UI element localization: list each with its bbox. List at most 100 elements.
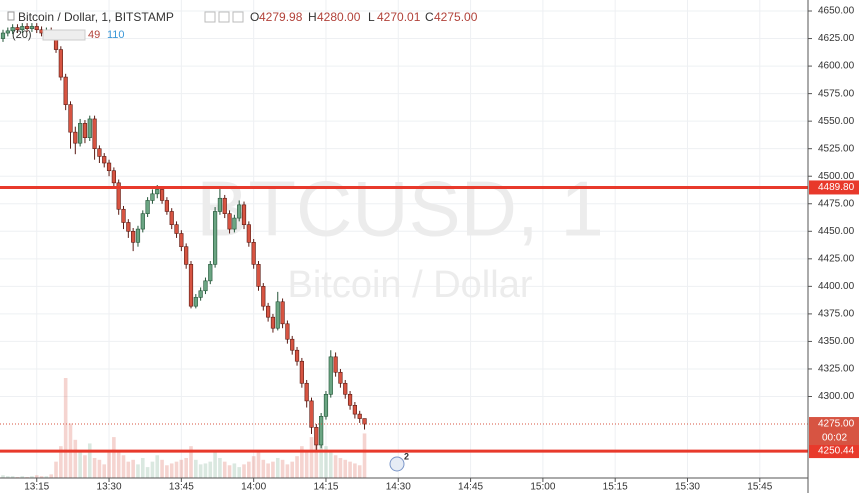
y-tick-label: 4525.00 <box>818 143 855 154</box>
x-tick-label: 13:15 <box>24 482 49 493</box>
y-tick-label: 4425.00 <box>818 253 855 264</box>
level-tag <box>809 444 859 459</box>
candle-body <box>217 197 223 212</box>
candle-body <box>164 200 169 212</box>
volume-bar <box>275 458 280 478</box>
y-tick-label: 4375.00 <box>818 309 855 320</box>
candle-body <box>294 349 300 362</box>
time-axis-bg <box>0 478 860 493</box>
y-tick-label: 4450.00 <box>818 226 855 237</box>
volume-bar <box>333 455 338 478</box>
volume-bar <box>353 463 357 478</box>
y-tick-label: 4300.00 <box>818 391 855 402</box>
volume-bar <box>328 450 333 478</box>
x-tick-label: 14:00 <box>241 482 266 493</box>
candle-body <box>169 211 174 225</box>
y-tick-label: 4400.00 <box>818 281 855 292</box>
candle-body <box>34 26 39 31</box>
level-tag <box>809 180 859 195</box>
volume-bar <box>218 458 222 478</box>
volume-bar <box>285 464 290 478</box>
volume-value: 49 <box>88 29 100 41</box>
volume-bar <box>295 456 299 478</box>
candle-body <box>174 224 179 234</box>
y-tick-label: 4475.00 <box>818 198 855 209</box>
ohlc-value: 4275.00 <box>434 10 478 24</box>
volume-bar <box>44 476 49 478</box>
x-tick-label: 13:45 <box>169 482 194 493</box>
candle-body <box>227 213 232 230</box>
level-layer <box>0 185 808 453</box>
candle-body <box>121 208 126 223</box>
x-tick-label: 15:15 <box>603 482 628 493</box>
candle-body <box>150 193 155 201</box>
candle-body <box>29 26 35 29</box>
events-icon[interactable] <box>389 456 405 472</box>
last-price-tag <box>809 417 859 446</box>
volume-bar <box>73 439 78 478</box>
candle-body <box>237 204 242 219</box>
volume-bar <box>131 459 135 478</box>
indicator-controls[interactable] <box>42 29 86 41</box>
candle-body <box>111 170 116 184</box>
candle-body <box>73 131 78 144</box>
volume-bar <box>83 455 87 478</box>
chart-title: Bitcoin / Dollar, 1, BITSTAMP <box>18 10 174 24</box>
volume-bar <box>107 452 111 478</box>
candle-body <box>246 224 251 243</box>
candle-body <box>78 123 83 144</box>
y-tick-label: 4600.00 <box>818 61 855 72</box>
candle-body <box>68 104 73 133</box>
candle-body <box>314 427 319 446</box>
volume-bar <box>261 459 266 478</box>
candle-body <box>106 162 112 172</box>
candle-body <box>275 301 280 329</box>
volume-period: (20) <box>12 29 32 41</box>
settings-icon[interactable] <box>232 11 244 23</box>
volume-bar <box>357 465 362 478</box>
axis-labels: 4650.00 4625.00 4600.00 4575.00 4550.00 4525.… <box>24 6 859 493</box>
volume-bar <box>165 465 169 478</box>
y-tick-label: 4325.00 <box>818 364 855 375</box>
volume-bar <box>30 476 34 478</box>
ohlc-value: 4279.98 <box>259 10 303 24</box>
volume-bar <box>213 450 217 478</box>
candle-body <box>0 32 6 39</box>
candle-body <box>102 156 107 164</box>
last-price-label: 4275.00 <box>818 419 855 430</box>
ohlc-header: O 4279.98 H 4280.00 L 4270.01 C 4275.00 <box>250 10 478 24</box>
candle-body <box>92 118 97 149</box>
volume-bar <box>247 461 251 478</box>
candle-body <box>82 123 88 138</box>
settings-icon[interactable] <box>218 11 230 23</box>
volume-bar <box>49 474 54 478</box>
candle-body <box>97 148 102 157</box>
collapse-icon[interactable] <box>7 11 15 21</box>
candle-body <box>63 76 68 105</box>
volume-bar <box>174 461 179 478</box>
candle-body <box>319 416 324 446</box>
x-tick-label: 13:30 <box>97 482 122 493</box>
candle-body <box>126 222 131 232</box>
watermark-name: Bitcoin / Dollar <box>288 264 533 306</box>
settings-icon[interactable] <box>204 11 216 23</box>
x-tick-label: 15:45 <box>747 482 772 493</box>
volume-bar <box>343 459 348 478</box>
candle-body <box>343 382 348 395</box>
volume-bar <box>136 464 140 478</box>
volume-average: 110 <box>107 29 125 41</box>
ohlc-value: 4280.00 <box>317 10 361 24</box>
candle-body <box>87 118 92 138</box>
y-tick-label: 4625.00 <box>818 33 855 44</box>
volume-bar <box>184 458 188 478</box>
x-tick-label: 14:45 <box>458 482 483 493</box>
volume-layer <box>1 378 367 478</box>
x-tick-label: 15:30 <box>675 482 700 493</box>
candle-body <box>280 301 285 325</box>
candle-body <box>251 242 256 265</box>
candle-body <box>20 26 25 31</box>
candle-body <box>116 182 121 210</box>
volume-bar <box>251 456 256 478</box>
candle-body <box>270 316 276 329</box>
